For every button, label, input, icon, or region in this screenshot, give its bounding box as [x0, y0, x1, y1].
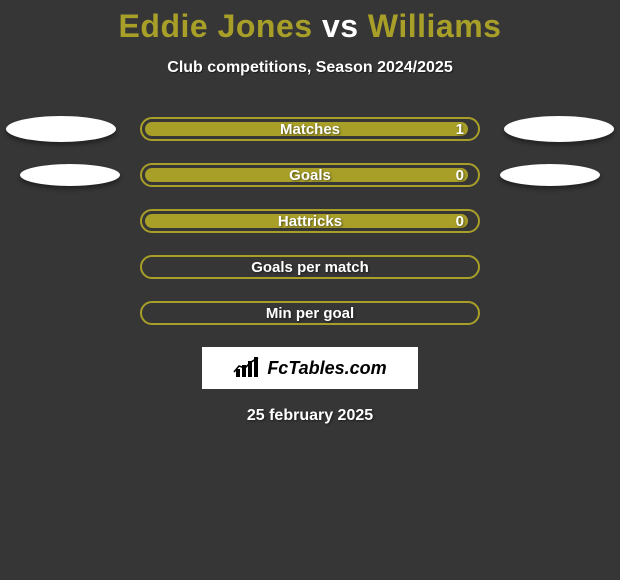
stat-bar: Matches 1 [140, 117, 480, 141]
stat-row: Min per goal [0, 301, 620, 325]
stat-row: Goals per match [0, 255, 620, 279]
logo-text: FcTables.com [267, 358, 386, 379]
date-label: 25 february 2025 [0, 407, 620, 425]
stat-row: Hattricks 0 [0, 209, 620, 233]
player1-ellipse [20, 164, 120, 186]
stat-bar: Min per goal [140, 301, 480, 325]
logo-box: FcTables.com [202, 347, 418, 389]
stat-row: Matches 1 [0, 117, 620, 141]
stat-label: Goals per match [251, 259, 369, 276]
player2-ellipse [500, 164, 600, 186]
infographic-container: Eddie Jones vs Williams Club competition… [0, 0, 620, 580]
title-vs: vs [322, 8, 359, 44]
stat-label: Min per goal [266, 305, 354, 322]
stat-label: Hattricks [278, 213, 342, 230]
stat-row: Goals 0 [0, 163, 620, 187]
stat-value: 0 [456, 213, 464, 230]
stat-value: 0 [456, 167, 464, 184]
stat-bar: Goals 0 [140, 163, 480, 187]
page-title: Eddie Jones vs Williams [0, 0, 620, 45]
title-player2: Williams [368, 8, 502, 44]
stat-label: Matches [280, 121, 340, 138]
stat-bar: Hattricks 0 [140, 209, 480, 233]
title-player1: Eddie Jones [119, 8, 313, 44]
stat-value: 1 [456, 121, 464, 138]
player2-ellipse [504, 116, 614, 142]
stats-rows: Matches 1 Goals 0 Hattricks 0 Goals per match M… [0, 117, 620, 325]
player1-ellipse [6, 116, 116, 142]
chart-icon [233, 357, 261, 379]
stat-bar: Goals per match [140, 255, 480, 279]
stat-label: Goals [289, 167, 331, 184]
subtitle: Club competitions, Season 2024/2025 [0, 59, 620, 77]
